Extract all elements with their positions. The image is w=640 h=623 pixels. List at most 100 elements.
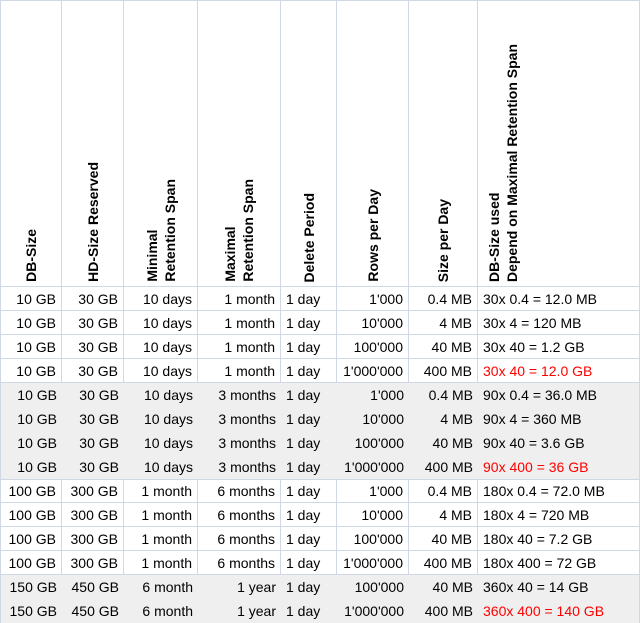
table-row: 10 GB 30 GB 10 days 3 months 1 day 1'000 0.4 M… — [1, 383, 639, 407]
cell-hd-size-reserved: 30 GB — [62, 287, 124, 310]
cell-minimal-retention-span: 6 month — [142, 579, 193, 595]
cell-db-size-used: 30x 0.4 = 12.0 MB — [483, 290, 598, 307]
cell-hd-size-reserved: 30 GB — [79, 387, 119, 403]
cell-delete-period: 1 day — [281, 311, 337, 334]
cell-rows-per-day: 1'000 — [337, 480, 409, 502]
cell-rows-per-day: 100'000 — [354, 435, 404, 451]
table-row: 10 GB 30 GB 10 days 1 month 1 day 10'000 4 MB 3… — [1, 311, 639, 335]
cell-delete-period: 1 day — [281, 527, 337, 550]
cell-db-size-used: 30x 40 = 12.0 GB — [483, 362, 593, 379]
cell-size-per-day: 400 MB — [424, 459, 473, 475]
column-header-label: Maximal Retention Span — [222, 179, 256, 282]
cell-hd-size-reserved: 30 GB — [79, 411, 119, 427]
cell-rows-per-day: 10'000 — [337, 311, 409, 334]
cell-db-size: 100 GB — [1, 551, 62, 574]
cell-size-per-day: 40 MB — [409, 527, 478, 550]
cell-minimal-retention-span: 1 month — [124, 527, 198, 550]
cell-rows-per-day: 10'000 — [362, 411, 404, 427]
table-row: 10 GB 30 GB 10 days 1 month 1 day 1'000 0.4 MB… — [1, 287, 639, 311]
column-header-label: DB-Size — [23, 229, 39, 282]
cell-delete-period: 1 day — [281, 503, 337, 526]
cell-rows-per-day: 100'000 — [337, 335, 409, 358]
table-row: 10 GB 30 GB 10 days 3 months 1 day 10'000 4 MB… — [1, 407, 639, 431]
cell-maximal-retention-span: 1 month — [198, 359, 281, 382]
cell-db-size: 10 GB — [1, 311, 62, 334]
cell-rows-per-day: 1'000'000 — [344, 459, 404, 475]
cell-rows-per-day: 100'000 — [337, 527, 409, 550]
cell-db-size-used: 90x 40 = 3.6 GB — [483, 435, 585, 451]
cell-hd-size-reserved: 450 GB — [71, 603, 119, 619]
cell-hd-size-reserved: 300 GB — [62, 503, 124, 526]
table-row: 100 GB 300 GB 1 month 6 months 1 day 10'000 4 … — [1, 503, 639, 527]
cell-size-per-day: 40 MB — [432, 435, 473, 451]
cell-maximal-retention-span: 1 year — [237, 579, 276, 595]
cell-db-size: 10 GB — [17, 459, 57, 475]
cell-size-per-day: 4 MB — [440, 411, 473, 427]
cell-delete-period: 1 day — [286, 603, 321, 619]
table-row: 10 GB 30 GB 10 days 1 month 1 day 100'000 40 M… — [1, 335, 639, 359]
cell-minimal-retention-span: 10 days — [143, 387, 193, 403]
cell-minimal-retention-span: 1 month — [124, 503, 198, 526]
cell-delete-period: 1 day — [281, 335, 337, 358]
cell-maximal-retention-span: 3 months — [218, 459, 276, 475]
column-header-db-size-used: DB-Size used Depend on Maximal Retention… — [478, 1, 639, 286]
column-header-db-size: DB-Size — [1, 1, 62, 286]
cell-db-size: 150 GB — [9, 579, 57, 595]
table-row: 150 GB 450 GB 6 month 1 year 1 day 100'000 40 … — [1, 575, 639, 599]
table-row: 10 GB 30 GB 10 days 3 months 1 day 1'000'000 4… — [1, 455, 639, 479]
column-header-label: Delete Period — [300, 192, 317, 282]
cell-delete-period: 1 day — [286, 411, 321, 427]
column-header-minimal-retention-span: Minimal Retention Span — [124, 1, 198, 286]
cell-db-size-used: 360x 400 = 140 GB — [483, 603, 605, 619]
cell-db-size: 100 GB — [1, 503, 62, 526]
cell-minimal-retention-span: 10 days — [124, 335, 198, 358]
cell-db-size-used: 90x 400 = 36 GB — [483, 459, 589, 475]
cell-minimal-retention-span: 10 days — [143, 435, 193, 451]
cell-db-size: 10 GB — [17, 411, 57, 427]
table-body: 10 GB 30 GB 10 days 1 month 1 day 1'000 0.4 MB… — [1, 287, 639, 623]
cell-db-size: 150 GB — [9, 603, 57, 619]
cell-hd-size-reserved: 300 GB — [62, 527, 124, 550]
cell-delete-period: 1 day — [286, 579, 321, 595]
cell-db-size-used: 180x 4 = 720 MB — [483, 506, 590, 523]
cell-db-size: 10 GB — [1, 287, 62, 310]
cell-hd-size-reserved: 30 GB — [62, 359, 124, 382]
table-row: 100 GB 300 GB 1 month 6 months 1 day 100'000 4… — [1, 527, 639, 551]
column-header-delete-period: Delete Period — [281, 1, 337, 286]
column-header-rows-per-day: Rows per Day — [337, 1, 409, 286]
cell-size-per-day: 0.4 MB — [428, 387, 473, 403]
cell-db-size: 100 GB — [1, 527, 62, 550]
cell-hd-size-reserved: 30 GB — [62, 335, 124, 358]
column-header-label: Rows per Day — [364, 189, 381, 282]
cell-minimal-retention-span: 10 days — [124, 287, 198, 310]
cell-maximal-retention-span: 6 months — [198, 503, 281, 526]
cell-size-per-day: 40 MB — [409, 335, 478, 358]
cell-minimal-retention-span: 10 days — [143, 411, 193, 427]
column-header-hd-size-reserved: HD-Size Reserved — [62, 1, 124, 286]
cell-maximal-retention-span: 6 months — [198, 527, 281, 550]
cell-delete-period: 1 day — [286, 435, 321, 451]
column-header-label: Size per Day — [435, 198, 451, 282]
cell-rows-per-day: 1'000'000 — [344, 603, 404, 619]
cell-minimal-retention-span: 10 days — [124, 359, 198, 382]
cell-db-size-used: 180x 0.4 = 72.0 MB — [483, 483, 605, 499]
cell-size-per-day: 400 MB — [409, 551, 478, 574]
column-header-label: Minimal Retention Span — [143, 179, 178, 282]
cell-rows-per-day: 1'000 — [337, 287, 409, 310]
cell-minimal-retention-span: 10 days — [124, 311, 198, 334]
table-row: 100 GB 300 GB 1 month 6 months 1 day 1'000 0.4… — [1, 479, 639, 503]
cell-db-size: 10 GB — [1, 335, 62, 358]
cell-hd-size-reserved: 30 GB — [79, 435, 119, 451]
cell-db-size-used: 30x 40 = 1.2 GB — [483, 338, 585, 355]
cell-size-per-day: 4 MB — [409, 311, 478, 334]
table-row: 10 GB 30 GB 10 days 3 months 1 day 100'000 40 … — [1, 431, 639, 455]
cell-db-size-used: 90x 4 = 360 MB — [483, 411, 582, 427]
cell-db-size: 10 GB — [17, 387, 57, 403]
cell-minimal-retention-span: 1 month — [124, 480, 198, 502]
cell-delete-period: 1 day — [281, 359, 337, 382]
cell-maximal-retention-span: 1 month — [198, 287, 281, 310]
cell-db-size-used: 90x 0.4 = 36.0 MB — [483, 387, 598, 403]
table-row: 10 GB 30 GB 10 days 1 month 1 day 1'000'000 40… — [1, 359, 639, 383]
cell-size-per-day: 4 MB — [409, 503, 478, 526]
